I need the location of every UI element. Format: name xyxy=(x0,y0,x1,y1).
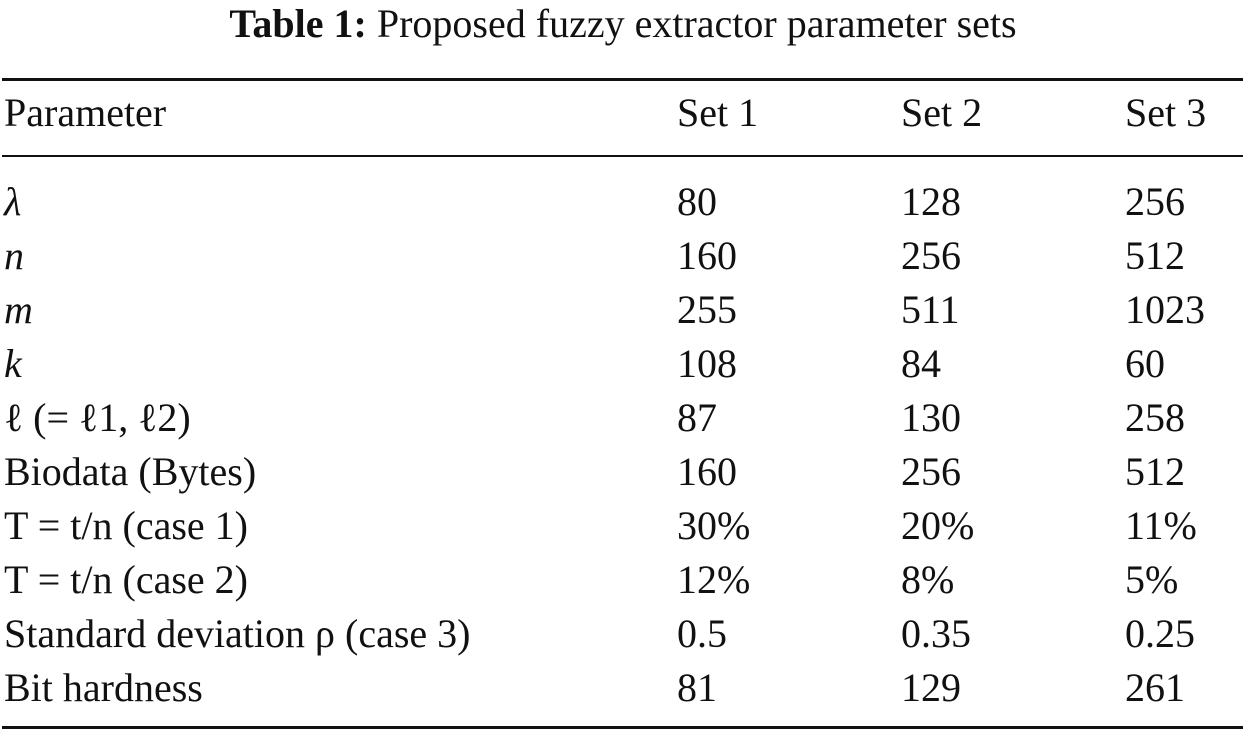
row-k-set-2: 84 xyxy=(901,341,941,386)
row-lambda-set-3: 256 xyxy=(1125,179,1185,224)
row-std-dev-set-3: 0.25 xyxy=(1125,611,1195,656)
table-top-rule xyxy=(2,78,1243,81)
row-lambda-set-1: 80 xyxy=(677,179,717,224)
header-set-2: Set 2 xyxy=(901,90,983,135)
row-parameter-std-dev: Standard deviation ρ (case 3) xyxy=(4,611,471,656)
row-parameter-lambda: λ xyxy=(4,179,22,224)
table-caption: Table 1: Proposed fuzzy extractor parame… xyxy=(0,0,1246,50)
row-m-set-2: 511 xyxy=(901,287,960,332)
row-n-set-1: 160 xyxy=(677,233,737,278)
row-ell-set-2: 130 xyxy=(901,395,961,440)
row-parameter-threshold-case-2: T = t/n (case 2) xyxy=(4,557,248,602)
row-parameter-biodata: Biodata (Bytes) xyxy=(4,449,257,494)
header-set-1: Set 1 xyxy=(677,90,759,135)
row-threshold-case-1-set-2: 20% xyxy=(901,503,975,548)
row-std-dev-set-1: 0.5 xyxy=(677,611,727,656)
row-bit-hardness-set-2: 129 xyxy=(901,665,961,710)
row-parameter-threshold-case-1: T = t/n (case 1) xyxy=(4,503,248,548)
row-threshold-case-1-set-1: 30% xyxy=(677,503,751,548)
header-set-3: Set 3 xyxy=(1125,90,1207,135)
row-bit-hardness-set-3: 261 xyxy=(1125,665,1185,710)
row-biodata-set-3: 512 xyxy=(1125,449,1185,494)
row-threshold-case-2-set-1: 12% xyxy=(677,557,751,602)
table-header-rule xyxy=(2,155,1243,157)
row-std-dev-set-2: 0.35 xyxy=(901,611,971,656)
caption-text: Proposed fuzzy extractor parameter sets xyxy=(376,1,1017,46)
row-k-set-3: 60 xyxy=(1125,341,1165,386)
row-biodata-set-1: 160 xyxy=(677,449,737,494)
row-parameter-ell: ℓ (= ℓ1, ℓ2) xyxy=(4,395,191,440)
row-ell-set-3: 258 xyxy=(1125,395,1185,440)
table-bottom-rule xyxy=(2,726,1243,729)
row-m-set-3: 1023 xyxy=(1125,287,1205,332)
row-biodata-set-2: 256 xyxy=(901,449,961,494)
row-parameter-m: m xyxy=(4,287,33,332)
row-n-set-3: 512 xyxy=(1125,233,1185,278)
row-n-set-2: 256 xyxy=(901,233,961,278)
header-parameter: Parameter xyxy=(4,90,167,135)
row-m-set-1: 255 xyxy=(677,287,737,332)
row-bit-hardness-set-1: 81 xyxy=(677,665,717,710)
row-ell-set-1: 87 xyxy=(677,395,717,440)
row-threshold-case-2-set-2: 8% xyxy=(901,557,955,602)
row-threshold-case-1-set-3: 11% xyxy=(1125,503,1197,548)
row-parameter-n: n xyxy=(4,233,24,278)
row-k-set-1: 108 xyxy=(677,341,737,386)
row-parameter-k: k xyxy=(4,341,22,386)
row-lambda-set-2: 128 xyxy=(901,179,961,224)
caption-label: Table 1: xyxy=(229,1,367,46)
row-parameter-bit-hardness: Bit hardness xyxy=(4,665,203,710)
row-threshold-case-2-set-3: 5% xyxy=(1125,557,1179,602)
